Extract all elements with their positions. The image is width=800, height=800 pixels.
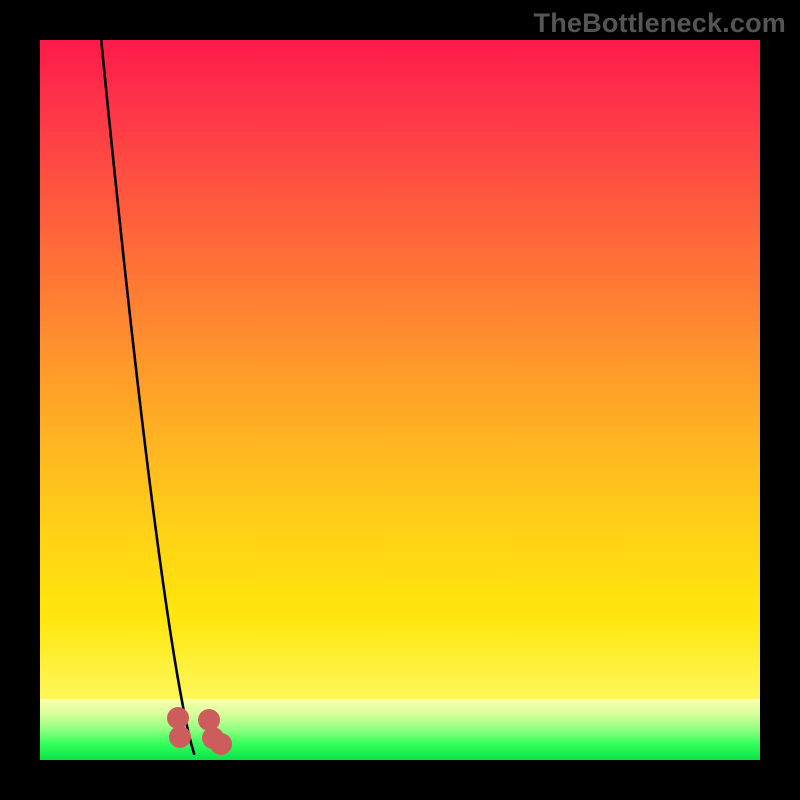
watermark-text: TheBottleneck.com — [534, 8, 786, 39]
chart-outer-frame: TheBottleneck.com — [0, 0, 800, 800]
bottleneck-curve — [40, 40, 760, 760]
